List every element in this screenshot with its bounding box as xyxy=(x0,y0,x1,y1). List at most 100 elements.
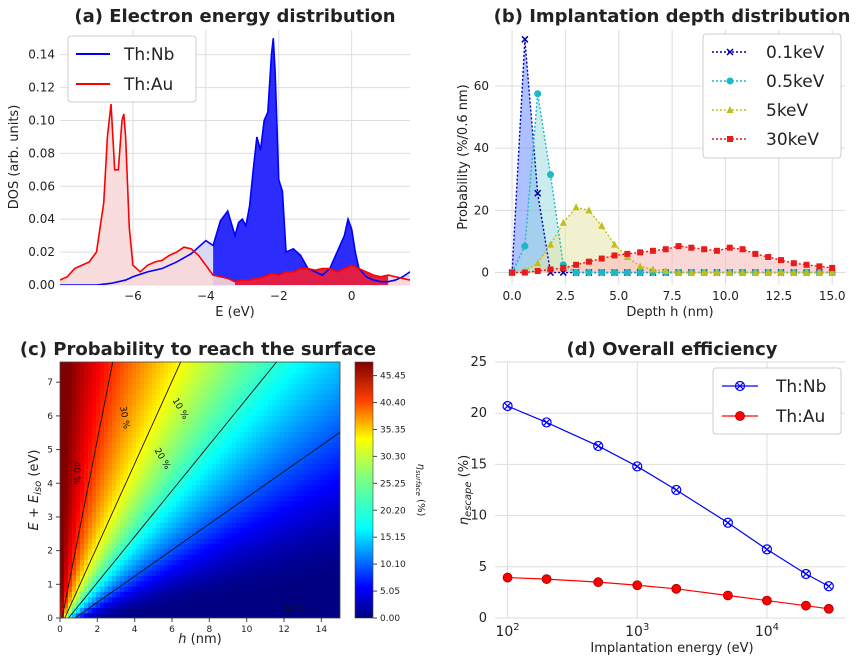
chart-c-cell xyxy=(60,415,65,422)
chart-c-cell xyxy=(236,378,241,384)
chart-c-cell xyxy=(128,404,133,411)
chart-c-cell xyxy=(304,538,309,544)
chart-c-cell xyxy=(132,415,137,422)
chart-c-cell xyxy=(96,586,101,592)
chart-c-cell xyxy=(320,463,325,470)
chart-c-cell xyxy=(168,516,173,523)
chart-c-cell xyxy=(120,527,125,534)
chart-c-cell xyxy=(336,559,340,566)
chart-c-cell xyxy=(208,479,213,486)
chart-c-cell xyxy=(164,516,169,523)
chart-c-cell xyxy=(80,436,85,443)
chart-c-cell xyxy=(280,591,285,598)
chart-c-cell xyxy=(144,484,149,491)
chart-c-cell xyxy=(308,383,313,390)
chart-c-cell xyxy=(260,394,265,400)
chart-c-colorbar-tick: 40.40 xyxy=(380,399,406,409)
chart-c-cell xyxy=(200,580,205,587)
chart-c-cell xyxy=(216,367,221,374)
chart-a-ytick: 0.08 xyxy=(28,146,55,160)
chart-c-cell xyxy=(272,447,277,454)
chart-c-cell xyxy=(196,580,201,587)
chart-c-cell xyxy=(128,394,133,400)
chart-c-cell xyxy=(88,580,93,587)
chart-c-cell xyxy=(76,415,81,422)
chart-c-cell xyxy=(60,484,65,491)
chart-c-cell xyxy=(316,452,321,459)
chart-c-cell xyxy=(208,570,213,576)
chart-c-cell xyxy=(252,474,257,480)
chart-c-cell xyxy=(68,548,73,555)
chart-c-cell xyxy=(112,394,117,400)
chart-c-cell xyxy=(88,463,93,470)
chart-c-cell xyxy=(292,543,297,550)
chart-c-cell xyxy=(332,543,337,550)
chart-c-cell xyxy=(184,479,189,486)
chart-c-cell xyxy=(124,404,129,411)
chart-c-cell xyxy=(272,479,277,486)
chart-c-cell xyxy=(300,442,305,448)
chart-c-cell xyxy=(116,447,121,454)
chart-c-cell xyxy=(248,394,253,400)
chart-c-cell xyxy=(104,410,109,416)
chart-c-cell xyxy=(200,506,205,512)
chart-c-cell xyxy=(284,559,289,566)
chart-c-cell xyxy=(132,532,137,539)
chart-c-cell xyxy=(92,559,97,566)
chart-c-cell xyxy=(172,532,177,539)
chart-c-cell xyxy=(188,362,193,368)
chart-c-cell xyxy=(280,602,285,608)
chart-c-cell xyxy=(124,463,129,470)
chart-c-cell xyxy=(184,463,189,470)
chart-c-cell xyxy=(120,511,125,518)
chart-c-cell xyxy=(168,506,173,512)
chart-c-cell xyxy=(224,394,229,400)
chart-c-cell xyxy=(296,484,301,491)
chart-c-cell xyxy=(312,612,317,618)
chart-c-cell xyxy=(72,564,77,571)
chart-c-cell xyxy=(244,367,249,374)
chart-c-cell xyxy=(204,500,209,507)
chart-c-cell xyxy=(332,548,337,555)
chart-c-cell xyxy=(116,516,121,523)
chart-c-cell xyxy=(64,602,69,608)
chart-c-cell xyxy=(96,458,101,464)
chart-c-cell xyxy=(188,516,193,523)
chart-c-cell xyxy=(304,362,309,368)
chart-c-cell xyxy=(104,596,109,603)
chart-c-cell xyxy=(72,500,77,507)
chart-c-cell xyxy=(180,522,185,528)
chart-c-cell xyxy=(316,367,321,374)
chart-c-cell xyxy=(84,458,89,464)
chart-c-cell xyxy=(296,367,301,374)
chart-c-cell xyxy=(140,420,145,427)
chart-c-cell xyxy=(156,559,161,566)
chart-c-cell xyxy=(268,500,273,507)
chart-c-cell xyxy=(244,532,249,539)
chart-c-cell xyxy=(212,532,217,539)
chart-c-cell xyxy=(260,511,265,518)
chart-c-cell xyxy=(132,543,137,550)
chart-c-cell xyxy=(188,548,193,555)
chart-c-cell xyxy=(144,415,149,422)
chart-c-cell xyxy=(92,388,97,395)
chart-d-ytick: 10 xyxy=(470,509,487,524)
chart-c-xtick: 2 xyxy=(94,625,100,635)
chart-c-cell xyxy=(292,516,297,523)
chart-c-cell xyxy=(76,474,81,480)
chart-c-cell xyxy=(232,362,237,368)
chart-c-cell xyxy=(112,436,117,443)
chart-c-cell xyxy=(284,410,289,416)
chart-c-cell xyxy=(168,452,173,459)
chart-c-cell xyxy=(284,420,289,427)
chart-c-cell xyxy=(60,431,65,438)
chart-c-cell xyxy=(176,484,181,491)
chart-d-point-0 xyxy=(632,461,643,472)
chart-c-cell xyxy=(152,474,157,480)
chart-c-cell xyxy=(272,490,277,496)
chart-c-cell xyxy=(272,452,277,459)
chart-d-point-1 xyxy=(722,590,733,601)
chart-c-cell xyxy=(200,410,205,416)
chart-c-cell xyxy=(140,522,145,528)
chart-c-cell xyxy=(268,372,273,379)
